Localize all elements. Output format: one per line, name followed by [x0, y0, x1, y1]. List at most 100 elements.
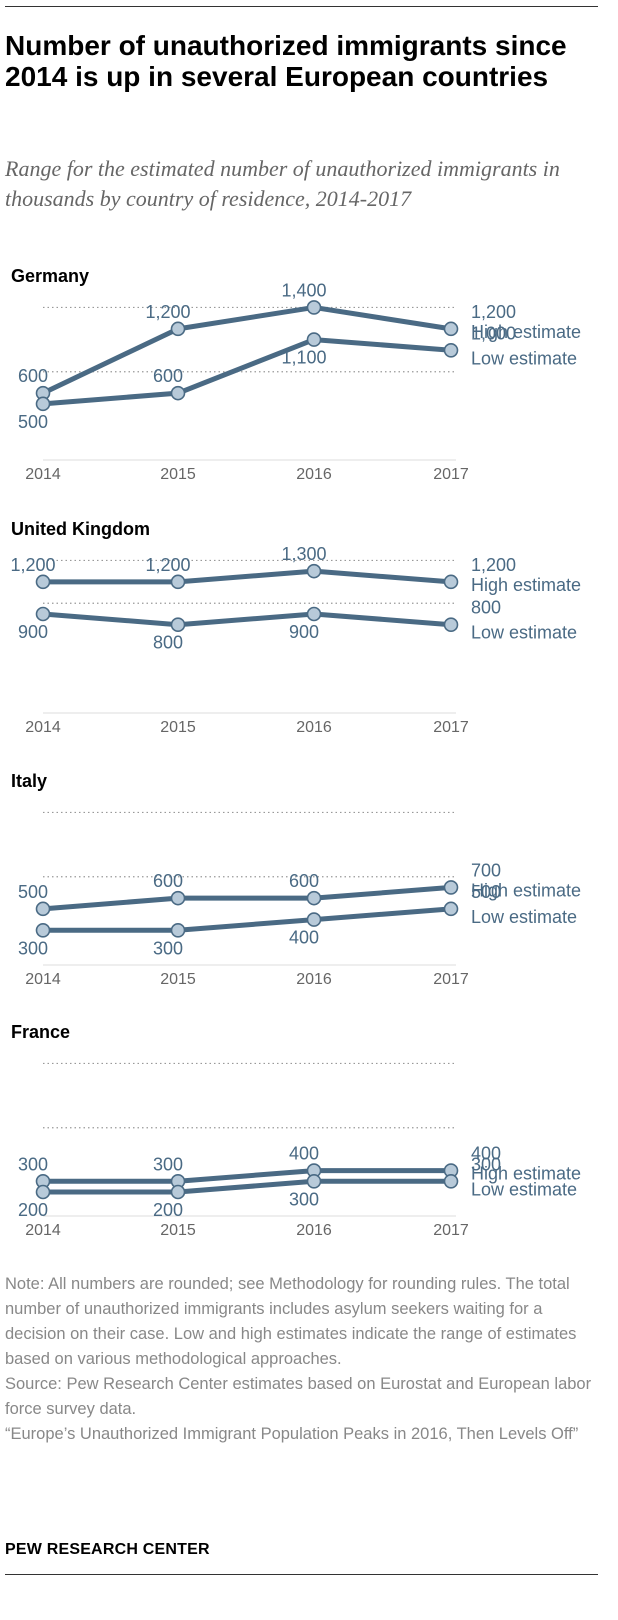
- data-label: 300: [471, 1154, 501, 1174]
- series-line: [40, 568, 454, 585]
- legend-label: Low estimate: [471, 623, 577, 643]
- data-label: 1,000: [471, 323, 516, 343]
- series-line: [40, 1178, 454, 1195]
- series-line: [40, 1168, 454, 1184]
- data-point: [170, 385, 186, 401]
- data-point: [35, 574, 51, 590]
- data-point: [443, 880, 459, 895]
- x-tick-label: 2017: [433, 719, 469, 736]
- data-point: [35, 606, 51, 622]
- data-label: 1,400: [281, 280, 326, 300]
- data-point: [443, 901, 459, 917]
- notes: Note: All numbers are rounded; see Metho…: [5, 1272, 605, 1447]
- data-label: 300: [289, 1189, 319, 1209]
- panel-italy: Italy 2014 2015 2016 2017 500 600 600 700 High e…: [0, 771, 618, 1011]
- legend-label: High estimate: [471, 1164, 581, 1184]
- series-line: [40, 884, 454, 912]
- x-tick-label: 2016: [296, 719, 332, 736]
- legend-label: High estimate: [471, 575, 581, 595]
- panel-title: France: [11, 1022, 71, 1042]
- data-label: 600: [18, 366, 48, 386]
- data-point: [170, 890, 186, 906]
- panel-france: France 2014 2015 2016 2017 300 300 400 400 High …: [0, 1022, 618, 1262]
- legend-label: Low estimate: [471, 907, 577, 927]
- legend-label: High estimate: [471, 880, 581, 900]
- data-label: 400: [289, 1144, 319, 1164]
- data-point: [306, 1173, 322, 1189]
- data-point: [35, 922, 51, 938]
- data-label: 900: [289, 622, 319, 642]
- data-label: 1,200: [471, 302, 516, 322]
- report-title: “Europe’s Unauthorized Immigrant Populat…: [5, 1425, 579, 1443]
- data-point: [170, 617, 186, 633]
- x-tick-label: 2017: [433, 1222, 469, 1239]
- x-tick-label: 2014: [25, 971, 61, 988]
- data-label: 400: [289, 928, 319, 948]
- data-label: 1,300: [281, 544, 326, 564]
- panel-title: Italy: [11, 771, 48, 791]
- data-point: [306, 300, 322, 315]
- data-point: [170, 574, 186, 590]
- data-point: [443, 321, 459, 337]
- legend-label: Low estimate: [471, 348, 577, 368]
- data-point: [170, 1184, 186, 1200]
- series-line: [40, 906, 454, 933]
- data-label: 1,100: [281, 348, 326, 368]
- data-label: 800: [471, 598, 501, 618]
- data-label: 1,200: [145, 555, 190, 575]
- data-label: 900: [18, 622, 48, 642]
- chart-subtitle: Range for the estimated number of unauth…: [5, 156, 560, 211]
- panel-germany: Germany 2014 2015 2016 2017 600 1,200 1,400 1,2…: [0, 266, 618, 506]
- data-label: 700: [471, 860, 501, 880]
- data-point: [443, 574, 459, 590]
- data-label: 1,200: [145, 302, 190, 322]
- x-tick-label: 2015: [160, 719, 196, 736]
- data-point: [306, 563, 322, 579]
- data-label: 500: [18, 882, 48, 902]
- data-point: [35, 1184, 51, 1200]
- series-line: [40, 337, 454, 407]
- panel-united-kingdom: United Kingdom 2014 2015 2016 2017 1,200 1,20…: [0, 519, 618, 759]
- data-point: [306, 912, 322, 927]
- bottom-rule: [5, 1574, 598, 1575]
- x-tick-label: 2016: [296, 466, 332, 483]
- data-label: 300: [18, 938, 48, 958]
- x-tick-label: 2014: [25, 1222, 61, 1239]
- data-label: 500: [471, 882, 501, 902]
- data-label: 1,200: [471, 555, 516, 575]
- data-label: 600: [153, 871, 183, 891]
- x-tick-label: 2015: [160, 1222, 196, 1239]
- x-tick-label: 2017: [433, 466, 469, 483]
- x-tick-label: 2014: [25, 466, 61, 483]
- series-line: [40, 304, 454, 396]
- x-tick-label: 2017: [433, 971, 469, 988]
- data-label: 600: [289, 871, 319, 891]
- x-tick-label: 2015: [160, 971, 196, 988]
- x-tick-label: 2015: [160, 466, 196, 483]
- data-point: [443, 617, 459, 633]
- panel-title: Germany: [11, 266, 90, 286]
- data-point: [35, 901, 51, 917]
- data-label: 400: [471, 1144, 501, 1164]
- x-tick-label: 2016: [296, 971, 332, 988]
- note-text: Note: All numbers are rounded; see Metho…: [5, 1275, 577, 1368]
- data-point: [443, 342, 459, 358]
- data-label: 200: [18, 1200, 48, 1220]
- data-point: [306, 332, 322, 347]
- data-label: 300: [153, 938, 183, 958]
- pew-logo-text: PEW RESEARCH CENTER: [5, 1541, 210, 1558]
- data-label: 800: [153, 633, 183, 653]
- data-point: [35, 396, 51, 412]
- chart-title: Number of unauthorized immigrants since …: [5, 30, 567, 92]
- legend-label: Low estimate: [471, 1179, 577, 1199]
- legend-label: High estimate: [471, 322, 581, 342]
- data-label: 1,200: [10, 555, 55, 575]
- top-rule: [5, 6, 598, 7]
- data-label: 200: [153, 1200, 183, 1220]
- data-point: [443, 1173, 459, 1189]
- data-point: [170, 922, 186, 938]
